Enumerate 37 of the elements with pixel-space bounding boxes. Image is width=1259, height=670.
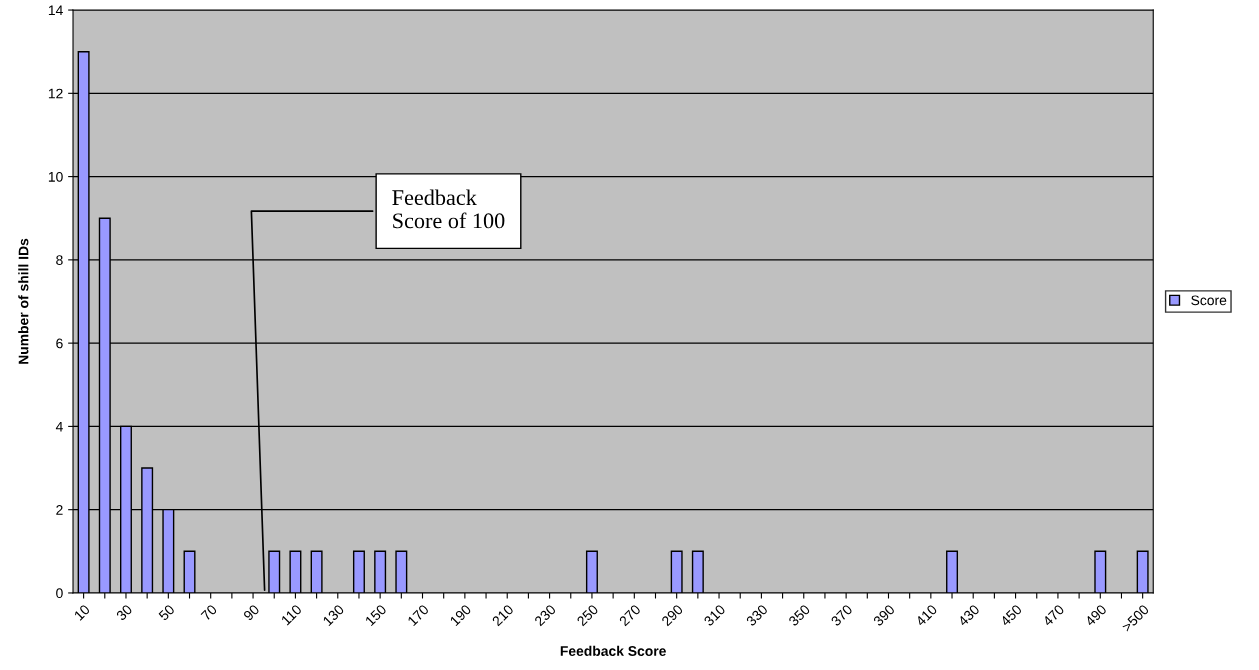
x-tick-label: 290 — [661, 604, 684, 627]
x-tick-label: 270 — [618, 604, 642, 627]
annotation: Feedback Score of 100 — [392, 189, 505, 229]
y-axis-title: Number of shill IDs — [18, 238, 29, 364]
x-tick-label: 130 — [322, 604, 345, 627]
x-tick-label: 190 — [449, 604, 472, 627]
x-tick-label: 430 — [957, 604, 981, 627]
x-tick-label: 470 — [1042, 604, 1065, 627]
x-tick-label: 490 — [1084, 604, 1108, 627]
x-tick-label: 150 — [364, 604, 387, 627]
y-tick-label: 2 — [56, 505, 63, 515]
x-tick-label: 210 — [491, 604, 515, 627]
y-tick-label: 14 — [48, 5, 63, 16]
x-tick-label: 30 — [115, 604, 133, 622]
x-tick-label: 90 — [242, 604, 260, 622]
x-axis-title: Feedback Score — [560, 645, 666, 656]
x-tick-label: 330 — [745, 604, 769, 627]
x-tick-label: 70 — [200, 604, 218, 621]
y-tick-label: 10 — [48, 171, 63, 182]
x-tick-label: 10 — [73, 604, 91, 621]
x-tick-label: 390 — [872, 604, 896, 627]
legend-label: Score — [1191, 295, 1227, 306]
y-tick-label: 12 — [48, 88, 63, 99]
y-tick-label: 8 — [56, 255, 63, 266]
x-tick-label: 310 — [703, 604, 726, 627]
x-tick-label: 50 — [158, 604, 176, 622]
y-tick-label: 6 — [56, 338, 63, 349]
x-tick-label: 350 — [788, 604, 811, 627]
x-tick-label: 110 — [280, 604, 303, 626]
x-tick-label: 250 — [576, 604, 599, 627]
x-tick-label: 230 — [533, 604, 557, 627]
y-tick-label: 4 — [55, 421, 63, 432]
x-tick-label: 170 — [407, 604, 430, 627]
x-tick-label: 450 — [999, 604, 1023, 627]
x-tick-label: 370 — [830, 604, 853, 627]
x-tick-label: 410 — [914, 604, 938, 627]
y-tick-label: 0 — [56, 588, 63, 599]
